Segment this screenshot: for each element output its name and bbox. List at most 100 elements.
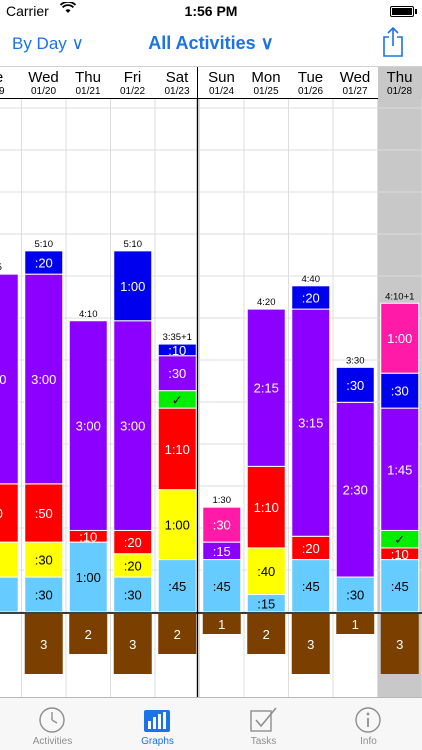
- bar-segment-label: :30: [168, 366, 186, 381]
- tab-info-label: Info: [360, 736, 377, 747]
- bar-total-label: 3:35+1: [163, 332, 192, 343]
- day-date-label: 01/25: [253, 86, 279, 97]
- wifi-icon: [59, 1, 77, 17]
- bar-segment-label: 0: [0, 506, 3, 521]
- battery-icon: [390, 6, 417, 17]
- day-of-week-label: Tue: [297, 69, 324, 86]
- bar-segment-label: :20: [302, 290, 320, 305]
- bar-segment-yellow: [246, 547, 286, 596]
- bar-segment-label: 1:00: [387, 331, 412, 346]
- day-date-label: 01/23: [164, 86, 190, 97]
- count-bar-label: 2: [174, 627, 181, 642]
- day-column-header[interactable]: Mon 01/25: [244, 67, 288, 99]
- bar-segment-purple: [246, 308, 286, 467]
- bar-segment-light_blue: [380, 559, 420, 613]
- day-of-week-label: Thu: [75, 69, 101, 86]
- check-icon: ✓: [172, 392, 183, 407]
- bar-segment-label: :40: [257, 564, 275, 579]
- checkbox-icon: [248, 706, 278, 734]
- bar-total-label: 4:10: [79, 309, 98, 320]
- graph-area[interactable]: 0005:30:30:503:00:205:101:00:103:004:10:…: [0, 99, 422, 697]
- bar-segment-blue: [113, 250, 153, 322]
- bar-segment-label: 3:00: [31, 372, 56, 387]
- day-of-week-label: Mon: [251, 69, 281, 86]
- day-column-header[interactable]: Thu 01/21: [66, 67, 110, 99]
- bar-total-label: 4:10+1: [385, 291, 414, 302]
- count-bar-label: 3: [129, 637, 136, 652]
- count-bar: [24, 614, 63, 674]
- bar-segment-label: :30: [35, 588, 53, 603]
- bar-segment-red: [246, 465, 286, 549]
- day-of-week-label: Wed: [28, 69, 59, 86]
- bar-segment-label: 1:45: [387, 462, 412, 477]
- count-bar-label: 3: [396, 637, 403, 652]
- tab-activities-label: Activities: [32, 736, 73, 747]
- day-date-label: 01/27: [342, 86, 368, 97]
- bar-segment-label: 2:15: [254, 381, 279, 396]
- bar-segment-label: :30: [346, 588, 364, 603]
- count-bar: [69, 614, 108, 654]
- bar-segment-label: :20: [124, 558, 142, 573]
- bar-segment-red: [157, 407, 197, 491]
- carrier-label: Carrier: [6, 3, 49, 19]
- count-bar: [202, 614, 241, 634]
- count-bar: [113, 614, 152, 674]
- day-date-label: 01/26: [297, 86, 324, 97]
- tab-info[interactable]: Info: [316, 698, 421, 750]
- bar-segment-blue: [157, 343, 197, 357]
- bar-segment-light_blue: [335, 576, 375, 613]
- bar-segment-purple: [24, 273, 64, 485]
- by-day-selector[interactable]: By Day ∨: [12, 34, 84, 53]
- bar-segment-label: 1:10: [165, 442, 190, 457]
- bar-segment-label: :30: [124, 588, 142, 603]
- bar-segment-label: :45: [302, 579, 320, 594]
- bar-segment-purple: [157, 355, 197, 392]
- day-column-header[interactable]: e19: [0, 67, 21, 99]
- bar-segment-label: 1:00: [76, 570, 101, 585]
- day-column-header[interactable]: Thu 01/28: [377, 67, 422, 99]
- bar-segment-label: :20: [35, 256, 53, 271]
- nav-bar: By Day ∨ All Activities ∨: [0, 22, 422, 66]
- day-column-header[interactable]: Sat 01/23: [155, 67, 199, 99]
- tab-tasks[interactable]: Tasks: [211, 698, 316, 750]
- count-bar: [158, 614, 197, 654]
- tab-graphs[interactable]: Graphs: [105, 698, 210, 750]
- bar-segment-magenta: [380, 302, 420, 374]
- day-of-week-label: Thu: [386, 69, 413, 86]
- bar-segment-label: 3:00: [120, 419, 145, 434]
- tab-graphs-label: Graphs: [141, 736, 174, 747]
- day-header-row: e19Wed01/20Thu01/21Fri01/22Sat01/23Sun01…: [0, 66, 422, 99]
- bar-segment-yellow: [157, 489, 197, 561]
- clock-icon: [37, 706, 67, 734]
- activity-filter-selector[interactable]: All Activities ∨: [148, 33, 274, 53]
- bar-segment-purple: [113, 320, 153, 531]
- bar-segment-label: :10: [391, 547, 409, 562]
- day-column-header[interactable]: Tue 01/26: [289, 67, 333, 99]
- bar-segment-light_blue: [68, 541, 108, 613]
- bar-segment-label: :50: [35, 506, 53, 521]
- bar-segment-label: 3:15: [298, 416, 323, 431]
- day-column-header[interactable]: Wed 01/20: [22, 67, 66, 99]
- stacked-bar-chart: 0005:30:30:503:00:205:101:00:103:004:10:…: [0, 99, 422, 697]
- count-bar-label: 1: [218, 617, 225, 632]
- bar-total-label: 3:30: [346, 355, 365, 366]
- day-column-header[interactable]: Wed 01/27: [333, 67, 377, 99]
- bar-segment-label: :15: [257, 596, 275, 611]
- day-of-week-label: e: [0, 69, 21, 86]
- bar-segment-label: 3:00: [76, 419, 101, 434]
- count-bar-label: 3: [40, 637, 47, 652]
- bar-segment-red: [24, 483, 64, 543]
- bar-segment-light_blue: [157, 559, 197, 613]
- info-icon: [353, 706, 383, 734]
- day-date-label: 19: [0, 86, 5, 97]
- bar-segment-light_blue: [291, 559, 331, 613]
- day-column-header[interactable]: Sun 01/24: [200, 67, 244, 99]
- count-bar: [247, 614, 286, 654]
- tab-activities[interactable]: Activities: [0, 698, 105, 750]
- share-icon[interactable]: [380, 26, 406, 58]
- bar-segment-label: :45: [213, 579, 231, 594]
- bar-segment-red: [0, 483, 19, 543]
- tab-tasks-label: Tasks: [250, 736, 277, 747]
- day-column-header[interactable]: Fri 01/22: [111, 67, 155, 99]
- day-of-week-label: Sun: [208, 69, 235, 86]
